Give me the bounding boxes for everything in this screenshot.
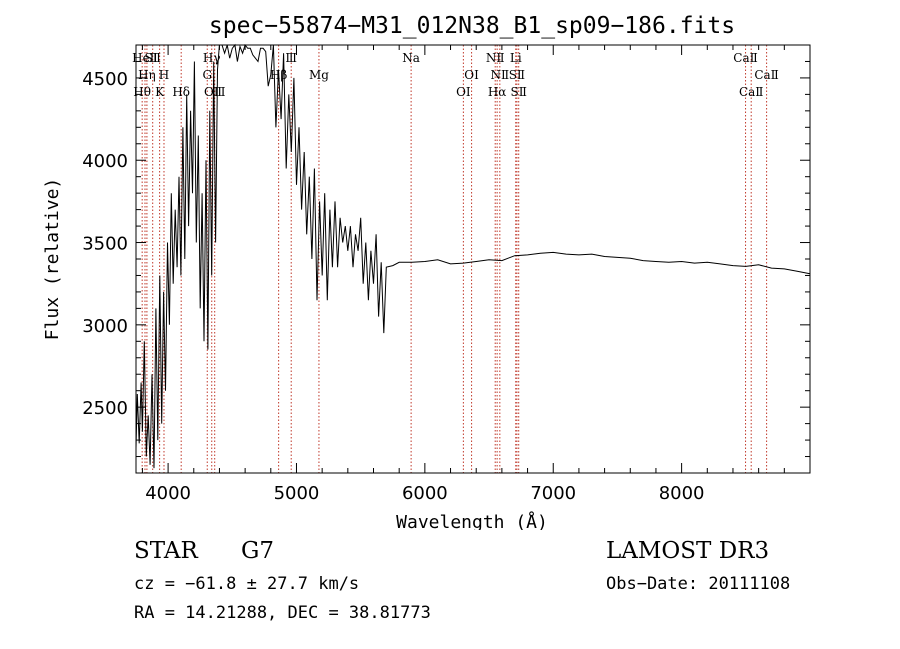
object-class: STAR (134, 538, 198, 564)
spectrum-series (135, 43, 811, 469)
line-label: CaⅡ (733, 51, 758, 65)
line-label: SⅡ (511, 85, 527, 99)
line-label: SⅡ (144, 51, 160, 65)
line-label: SⅡ (509, 68, 525, 82)
line-label: OⅢ (204, 85, 225, 99)
line-label: Hγ (203, 51, 221, 65)
line-label: Mg (309, 68, 329, 82)
x-tick-label: 5000 (274, 483, 320, 504)
line-label: H (159, 68, 169, 82)
line-label: K (155, 85, 165, 99)
line-label: OⅠ (464, 68, 479, 82)
survey-name: LAMOST DR3 (606, 538, 770, 564)
line-label: Hθ (133, 85, 151, 99)
line-label: CaⅡ (754, 68, 779, 82)
spectral-line-markers (141, 45, 768, 473)
line-label: G (202, 68, 212, 82)
y-axis-label: Flux (relative) (42, 178, 63, 341)
line-label: Ⅲ (285, 51, 297, 65)
y-tick-label: 2500 (82, 398, 128, 419)
observation-date: Obs−Date: 20111108 (606, 574, 791, 594)
spectrum-line (135, 43, 811, 469)
y-tick-label: 3000 (82, 316, 128, 337)
line-label: Hη (138, 68, 156, 82)
y-tick-label: 4000 (82, 151, 128, 172)
line-label: CaⅡ (739, 85, 764, 99)
line-label: OⅠ (456, 85, 471, 99)
axis-ticks: 4000 5000 6000 7000 8000 2500 3000 3500 4000 4500 (82, 45, 810, 504)
redshift-value: cz = −61.8 ± 27.7 km/s (134, 574, 360, 594)
x-axis-label: Wavelength (Å) (396, 511, 548, 530)
x-tick-label: 7000 (530, 483, 576, 504)
line-label: NⅡ (486, 51, 505, 65)
y-tick-label: 3500 (82, 234, 128, 255)
plot-frame (135, 44, 811, 474)
y-tick-label: 4500 (82, 69, 128, 90)
coordinates: RA = 14.21288, DEC = 38.81773 (134, 603, 431, 623)
line-label: Li (510, 51, 522, 65)
line-label: Hδ (172, 85, 190, 99)
spectrum-chart: spec−55874−M31_012N38_B1_sp09−186.fits H… (42, 13, 811, 530)
chart-title: spec−55874−M31_012N38_B1_sp09−186.fits (209, 13, 735, 39)
line-label: Hα (488, 85, 507, 99)
x-tick-label: 4000 (145, 483, 191, 504)
object-subclass: G7 (241, 538, 275, 564)
line-label: NⅡ (491, 68, 510, 82)
x-tick-label: 8000 (659, 483, 705, 504)
line-label: Na (402, 51, 420, 65)
x-tick-label: 6000 (402, 483, 448, 504)
